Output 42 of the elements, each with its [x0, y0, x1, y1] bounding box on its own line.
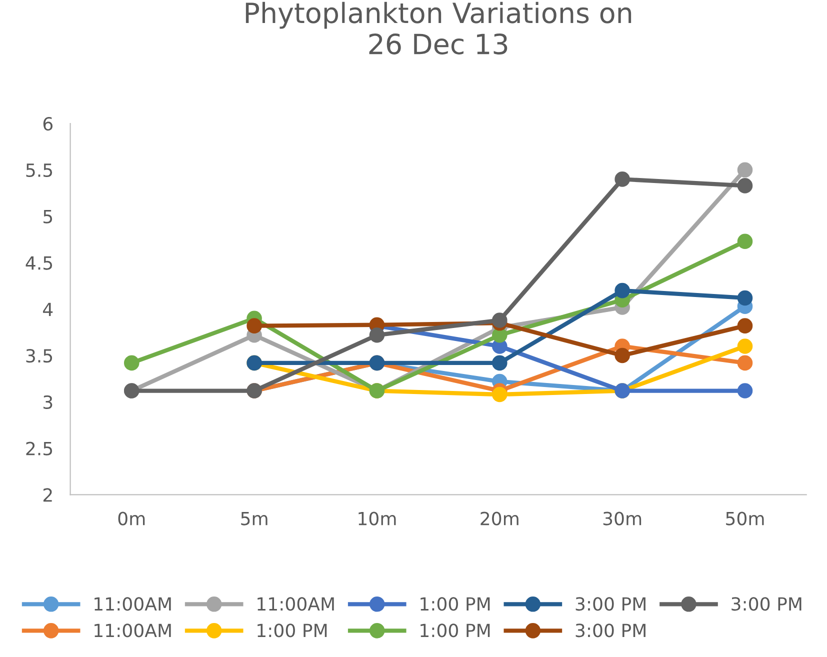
point — [737, 162, 753, 178]
point — [614, 282, 630, 298]
legend-label: 1:00 PM — [258, 624, 327, 638]
point — [124, 355, 140, 371]
legend-label: 3:00 PM — [576, 624, 646, 638]
point — [737, 234, 753, 250]
x-tick-label: 0m — [118, 512, 145, 526]
legend-label: 3:00 PM — [576, 597, 646, 611]
point — [614, 348, 630, 364]
legend-label: 1:00 PM — [420, 597, 490, 611]
point — [737, 318, 753, 334]
x-tick-label: 5m — [241, 512, 268, 526]
x-tick-label: 10m — [358, 512, 396, 526]
point — [737, 355, 753, 371]
y-tick-label: 4 — [43, 302, 53, 316]
y-tick-label: 4.5 — [26, 256, 52, 270]
point — [737, 338, 753, 354]
legend-label: 11:00AM — [258, 597, 334, 611]
y-tick-label: 3.5 — [26, 348, 52, 363]
legend-label: 3:00 PM — [732, 597, 802, 611]
x-tick-label: 50m — [726, 512, 764, 526]
x-tick-label: 30m — [603, 512, 642, 526]
point — [737, 383, 753, 398]
point — [369, 327, 385, 343]
point — [492, 386, 508, 402]
point — [614, 172, 630, 187]
legend-label: 1:00 PM — [420, 624, 490, 638]
point — [737, 178, 753, 194]
y-tick-label: 2.5 — [26, 442, 52, 456]
legend-label: 11:00AM — [94, 597, 171, 611]
y-tick-label: 2 — [43, 488, 52, 502]
chart-title: Phytoplankton Variations on 26 Dec 13 — [246, 2, 632, 54]
point — [737, 290, 753, 306]
y-tick-label: 3 — [44, 395, 52, 410]
point — [492, 312, 508, 328]
point — [246, 318, 262, 334]
y-tick-label: 5 — [44, 210, 52, 224]
legend-label: 11:00AM — [94, 624, 171, 638]
x-tick-label: 20m — [480, 512, 518, 526]
y-tick-label: 5.5 — [26, 164, 52, 178]
point — [492, 355, 508, 371]
y-tick-label: 6 — [43, 116, 52, 131]
